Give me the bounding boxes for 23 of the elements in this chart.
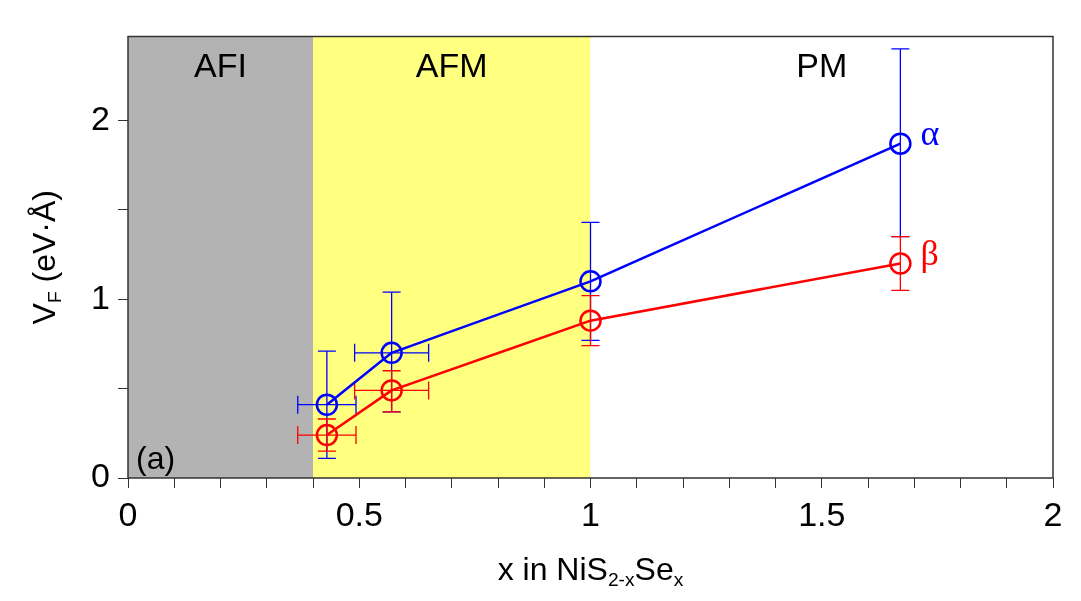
x-tick-label: 1 <box>581 494 600 533</box>
band-label: AFM <box>415 45 488 84</box>
point <box>315 393 339 416</box>
point <box>579 309 602 332</box>
point <box>889 252 912 275</box>
series-label: β <box>920 232 939 273</box>
x-tick-label: 1.5 <box>798 494 846 533</box>
point <box>579 270 602 293</box>
x-tick-label: 0.5 <box>335 494 383 533</box>
band-label: PM <box>796 45 848 84</box>
point <box>315 423 339 447</box>
series-label: α <box>920 113 940 154</box>
point <box>380 379 403 402</box>
y-tick-label: 1 <box>91 277 110 316</box>
annotation: (a) <box>136 439 176 476</box>
point <box>889 132 912 155</box>
point <box>380 341 403 365</box>
y-tick-label: 2 <box>91 98 110 137</box>
x-tick-label: 0 <box>118 494 138 533</box>
y-tick-label: 0 <box>91 456 110 495</box>
y-axis-title: VF (eV·Å) <box>25 190 65 325</box>
band-label: AFI <box>194 45 247 84</box>
x-tick-label: 2 <box>1043 494 1063 533</box>
